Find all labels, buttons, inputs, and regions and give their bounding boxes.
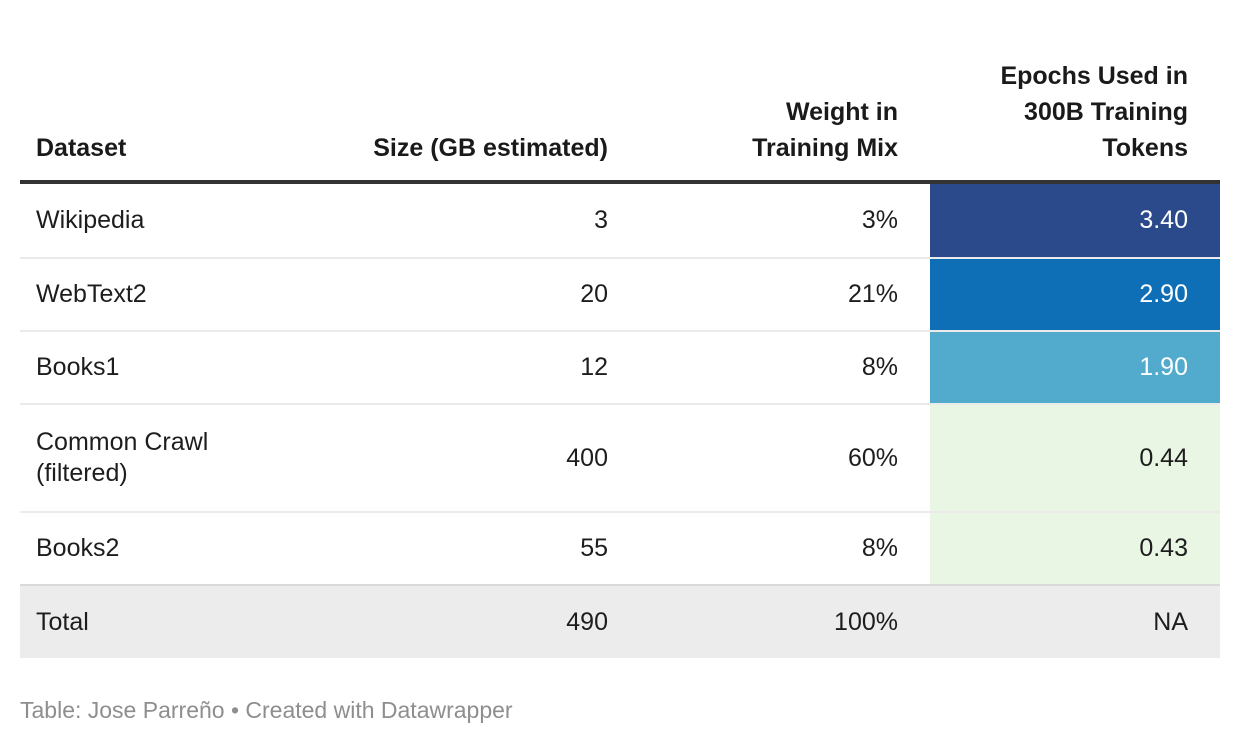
cell-size: 3 (594, 206, 608, 234)
table-row: Books1 12 8% 1.90 (20, 330, 1220, 403)
cell-size-total: 490 (566, 607, 608, 636)
cell-epochs-heatmap: 0.44 (930, 405, 1220, 511)
data-table: Dataset Size (GB estimated) Weight in Tr… (20, 0, 1220, 658)
cell-epochs-total: NA (1153, 607, 1188, 636)
credit-line: Table: Jose Parreño • Created with Dataw… (20, 697, 513, 723)
cell-dataset: WebText2 (36, 280, 147, 308)
cell-size: 400 (566, 443, 608, 472)
cell-weight: 21% (847, 280, 898, 308)
table-row: WebText2 20 21% 2.90 (20, 257, 1220, 330)
cell-dataset-total: Total (36, 607, 89, 636)
cell-size: 20 (580, 280, 608, 308)
column-header-dataset: Dataset (36, 134, 127, 162)
cell-epochs-heatmap: 0.43 (930, 513, 1220, 584)
table-header-row: Dataset Size (GB estimated) Weight in Tr… (20, 58, 1220, 184)
table-row: Wikipedia 3 3% 3.40 (20, 184, 1220, 257)
table-total-row: Total 490 100% NA (20, 584, 1220, 658)
column-header-size: Size (GB estimated) (373, 134, 608, 162)
table-row: Common Crawl (filtered) 400 60% 0.44 (20, 403, 1220, 511)
cell-epochs-heatmap: 1.90 (930, 332, 1220, 403)
cell-dataset: Common Crawl (filtered) (36, 428, 209, 487)
column-header-epochs: Epochs Used in 300B Training Tokens (1000, 62, 1188, 162)
cell-size: 55 (580, 534, 608, 562)
cell-weight: 60% (847, 443, 898, 472)
cell-dataset: Books1 (36, 353, 120, 381)
table-row: Books2 55 8% 0.43 (20, 511, 1220, 584)
cell-weight: 8% (861, 353, 898, 381)
column-header-weight: Weight in Training Mix (752, 98, 898, 162)
cell-epochs-heatmap: 3.40 (930, 184, 1220, 257)
cell-epochs-heatmap: 2.90 (930, 259, 1220, 330)
cell-dataset: Books2 (36, 534, 120, 562)
cell-weight: 3% (861, 206, 898, 234)
cell-size: 12 (580, 353, 608, 381)
cell-weight-total: 100% (834, 607, 898, 636)
cell-dataset: Wikipedia (36, 206, 145, 234)
cell-weight: 8% (861, 534, 898, 562)
